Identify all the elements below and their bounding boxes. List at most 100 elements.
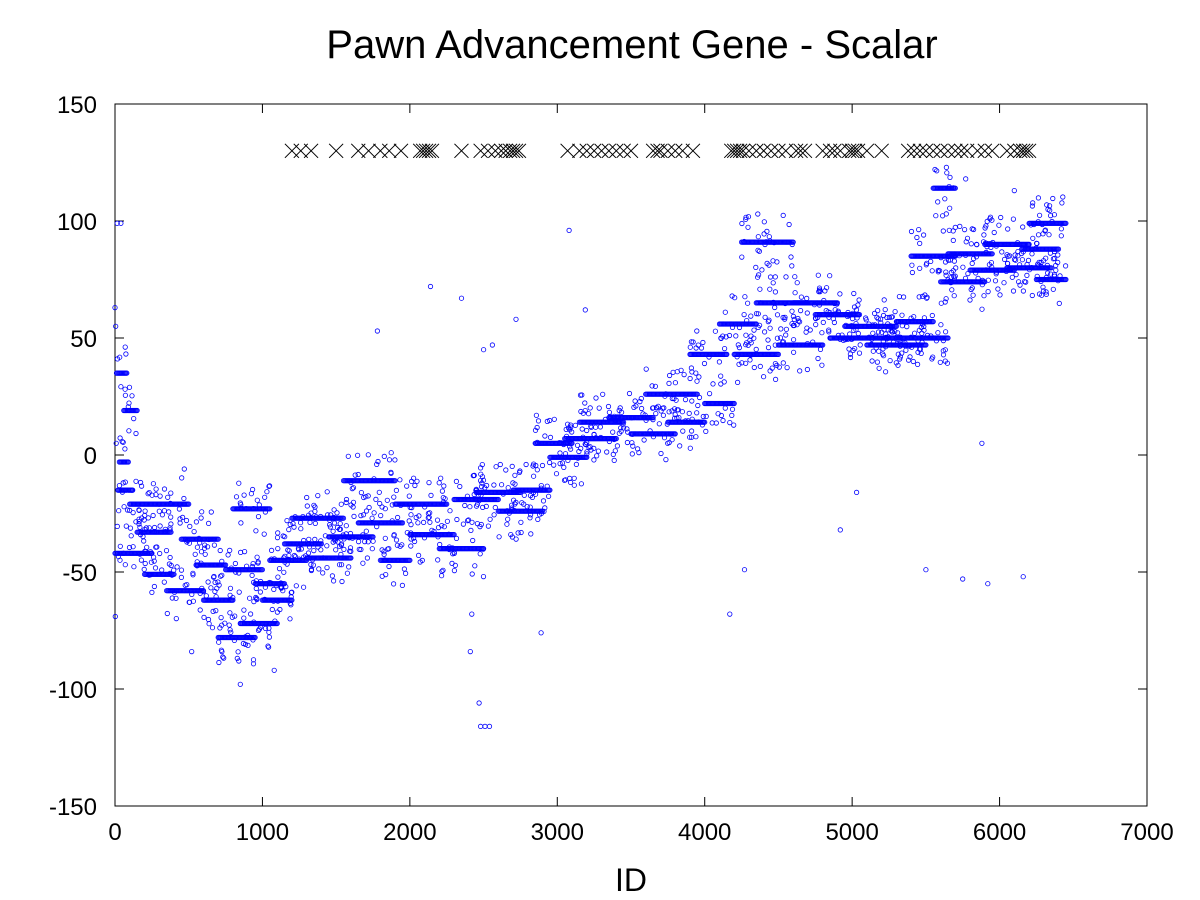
data-point bbox=[364, 555, 370, 561]
data-point bbox=[938, 255, 944, 261]
data-point bbox=[343, 496, 350, 503]
cross-marker bbox=[729, 143, 745, 159]
data-point bbox=[767, 286, 773, 292]
data-point bbox=[820, 342, 826, 348]
data-point bbox=[331, 520, 338, 526]
data-point bbox=[874, 359, 881, 365]
data-point bbox=[394, 514, 401, 521]
data-point bbox=[1035, 219, 1041, 225]
data-point bbox=[421, 535, 428, 541]
data-point bbox=[509, 534, 516, 540]
data-point bbox=[760, 374, 767, 380]
data-point bbox=[767, 368, 773, 374]
data-point bbox=[688, 428, 695, 434]
data-point bbox=[527, 515, 533, 521]
data-point bbox=[125, 459, 131, 465]
data-point bbox=[1030, 200, 1036, 206]
data-point bbox=[447, 508, 453, 514]
data-point bbox=[663, 391, 669, 397]
data-point bbox=[206, 520, 212, 527]
data-point bbox=[451, 531, 457, 538]
data-point bbox=[130, 509, 136, 516]
data-point bbox=[202, 542, 208, 548]
data-point bbox=[1029, 251, 1035, 257]
data-point bbox=[544, 483, 550, 489]
data-point bbox=[1038, 263, 1044, 270]
data-point bbox=[780, 339, 787, 345]
data-point bbox=[969, 260, 975, 266]
data-point bbox=[410, 475, 417, 481]
data-point bbox=[274, 534, 281, 541]
data-point bbox=[462, 502, 468, 509]
data-point bbox=[1019, 257, 1026, 263]
data-point bbox=[535, 516, 541, 523]
data-point bbox=[920, 232, 927, 238]
data-point bbox=[480, 546, 486, 552]
data-point bbox=[650, 416, 656, 423]
data-point bbox=[855, 330, 861, 337]
chart-title: Pawn Advancement Gene - Scalar bbox=[326, 23, 937, 67]
data-point bbox=[257, 589, 263, 595]
data-point bbox=[761, 219, 767, 225]
data-point bbox=[374, 523, 380, 530]
data-point bbox=[521, 492, 527, 498]
data-point bbox=[386, 545, 392, 552]
data-point bbox=[815, 355, 821, 362]
data-point bbox=[755, 234, 761, 240]
data-point bbox=[1063, 276, 1069, 283]
data-point bbox=[477, 551, 483, 557]
data-point bbox=[485, 523, 491, 529]
data-point bbox=[236, 658, 242, 664]
data-point bbox=[288, 602, 294, 608]
data-point bbox=[157, 523, 163, 529]
data-point bbox=[907, 354, 913, 360]
data-point bbox=[394, 542, 400, 548]
data-point bbox=[259, 567, 265, 573]
cross-marker bbox=[303, 143, 319, 159]
data-point bbox=[856, 350, 863, 356]
data-point bbox=[360, 560, 366, 566]
data-point bbox=[857, 342, 863, 348]
data-point bbox=[998, 214, 1004, 221]
data-point bbox=[190, 572, 196, 578]
data-point bbox=[125, 404, 131, 410]
data-point bbox=[788, 254, 794, 260]
data-point bbox=[607, 413, 613, 420]
data-point bbox=[327, 524, 333, 530]
data-point bbox=[181, 495, 187, 502]
data-point bbox=[826, 327, 832, 333]
data-point bbox=[899, 323, 905, 329]
data-point bbox=[789, 263, 795, 269]
data-point bbox=[582, 307, 588, 313]
data-point bbox=[947, 257, 954, 263]
data-point bbox=[222, 620, 228, 626]
data-point bbox=[876, 365, 882, 371]
data-point bbox=[816, 302, 823, 308]
data-point bbox=[142, 548, 148, 554]
data-point bbox=[1005, 226, 1011, 232]
data-point bbox=[250, 661, 257, 667]
data-point bbox=[943, 164, 950, 170]
data-point bbox=[849, 315, 856, 322]
data-point bbox=[250, 505, 256, 512]
data-point bbox=[266, 625, 272, 631]
data-point bbox=[133, 478, 139, 484]
data-point bbox=[650, 414, 656, 421]
data-point bbox=[653, 410, 659, 417]
data-point bbox=[215, 579, 221, 585]
data-point bbox=[427, 519, 433, 525]
data-point bbox=[817, 346, 824, 352]
data-point bbox=[772, 289, 779, 295]
data-point bbox=[732, 295, 738, 301]
data-point bbox=[641, 437, 647, 443]
cross-marker bbox=[815, 143, 831, 159]
y-tick-label: 150 bbox=[57, 92, 97, 119]
cross-marker bbox=[473, 143, 488, 159]
data-point bbox=[174, 564, 180, 570]
data-point bbox=[772, 360, 779, 367]
data-point bbox=[317, 513, 324, 520]
cross-marker bbox=[748, 143, 764, 159]
data-point bbox=[551, 416, 557, 422]
data-point bbox=[196, 535, 202, 541]
data-point bbox=[835, 332, 842, 338]
